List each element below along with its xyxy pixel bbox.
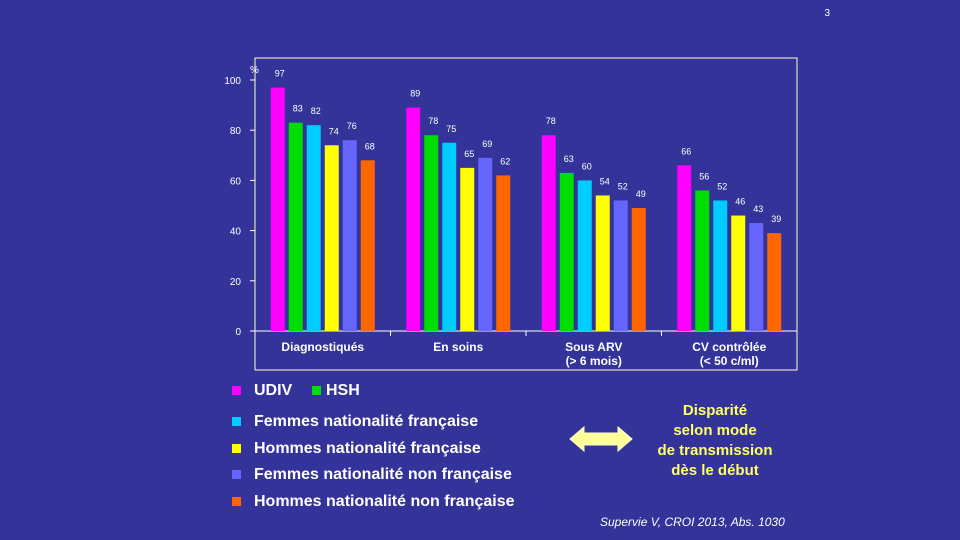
- bar: [713, 200, 728, 331]
- bar: [749, 223, 764, 331]
- bar: [631, 208, 646, 331]
- legend-label-femmes-nfr: Femmes nationalité non française: [254, 466, 512, 483]
- x-category-label: CV contrôlée: [692, 340, 766, 354]
- bar-value-label: 39: [771, 214, 781, 224]
- legend-label-hsh: HSH: [326, 382, 360, 399]
- bar: [288, 122, 303, 331]
- bar: [731, 215, 746, 331]
- bar-value-label: 78: [428, 116, 438, 126]
- bar: [478, 157, 493, 331]
- bar-value-label: 52: [717, 181, 727, 191]
- legend-label-femmes-fr: Femmes nationalité française: [254, 413, 479, 430]
- bar: [695, 190, 710, 331]
- y-tick-label: 60: [230, 176, 242, 187]
- bar: [559, 172, 574, 331]
- plot-frame: [254, 57, 798, 371]
- bar: [577, 180, 592, 331]
- bar: [767, 233, 782, 331]
- bar: [460, 167, 475, 331]
- legend-swatch-udiv: [232, 386, 241, 395]
- legend-swatch-hommes-nfr: [232, 497, 241, 506]
- bar: [613, 200, 628, 331]
- citation: Supervie V, CROI 2013, Abs. 1030: [600, 515, 785, 529]
- y-tick-label: 80: [230, 126, 242, 137]
- y-tick-label: 100: [224, 76, 241, 87]
- bar: [270, 87, 285, 331]
- bar: [342, 140, 357, 331]
- bar: [406, 107, 421, 331]
- legend-swatch-hommes-fr: [232, 444, 241, 453]
- double-arrow-icon: [569, 425, 633, 453]
- bar: [324, 145, 339, 331]
- bar: [677, 165, 692, 331]
- legend-swatch-femmes-nfr: [232, 470, 241, 479]
- x-category-label: Diagnostiqués: [281, 340, 364, 354]
- x-category-label: Sous ARV: [565, 340, 622, 354]
- callout-line: Disparité: [682, 402, 748, 419]
- bar-value-label: 60: [582, 161, 592, 171]
- bar-value-label: 83: [293, 104, 303, 114]
- callout-line: de transmission: [657, 442, 773, 459]
- bar-value-label: 46: [735, 197, 745, 207]
- y-tick-label: 40: [230, 227, 242, 238]
- bar-value-label: 49: [636, 189, 646, 199]
- legend-label-hommes-fr: Hommes nationalité française: [254, 440, 481, 457]
- bar: [496, 175, 511, 331]
- bar-value-label: 74: [329, 126, 339, 136]
- x-category-label: En soins: [433, 340, 483, 354]
- y-tick-label: 0: [235, 327, 241, 338]
- legend-label-udiv: UDIV: [254, 382, 293, 399]
- bar-value-label: 69: [482, 139, 492, 149]
- bar-value-label: 68: [365, 141, 375, 151]
- callout-line: selon mode: [673, 422, 757, 439]
- bar: [360, 160, 375, 331]
- bar: [424, 135, 439, 331]
- bar-value-label: 43: [753, 204, 763, 214]
- bar-value-label: 78: [546, 116, 556, 126]
- bar-value-label: 82: [311, 106, 321, 116]
- y-tick-label: 20: [230, 277, 242, 288]
- bar-value-label: 75: [446, 124, 456, 134]
- bar-value-label: 56: [699, 171, 709, 181]
- bar-value-label: 54: [600, 176, 610, 186]
- bar-chart: 0 20 40 60 80 100% 97 83 82 74 76 68 Diagnostiqués 89…: [224, 57, 798, 371]
- bar-value-label: 63: [564, 154, 574, 164]
- callout-line: dès le début: [671, 462, 759, 479]
- bar-value-label: 97: [275, 69, 285, 79]
- bar-value-label: 66: [681, 146, 691, 156]
- legend-swatch-hsh: [312, 386, 321, 395]
- legend-label-hommes-nfr: Hommes nationalité non française: [254, 493, 515, 510]
- bar-value-label: 62: [500, 156, 510, 166]
- bar: [595, 195, 610, 331]
- x-category-label: (< 50 c/ml): [700, 354, 759, 368]
- callout-text: Disparité selon mode de transmission dès…: [625, 401, 805, 481]
- bar-value-label: 52: [618, 181, 628, 191]
- x-category-label: (> 6 mois): [566, 354, 622, 368]
- bar-value-label: 76: [347, 121, 357, 131]
- bar-value-label: 89: [410, 89, 420, 99]
- bar: [541, 135, 556, 331]
- bar: [306, 125, 321, 332]
- bar-value-label: 65: [464, 149, 474, 159]
- page-number: 3: [824, 8, 830, 19]
- legend-swatch-femmes-fr: [232, 417, 241, 426]
- y-axis-label: %: [250, 65, 259, 76]
- bar: [442, 142, 457, 331]
